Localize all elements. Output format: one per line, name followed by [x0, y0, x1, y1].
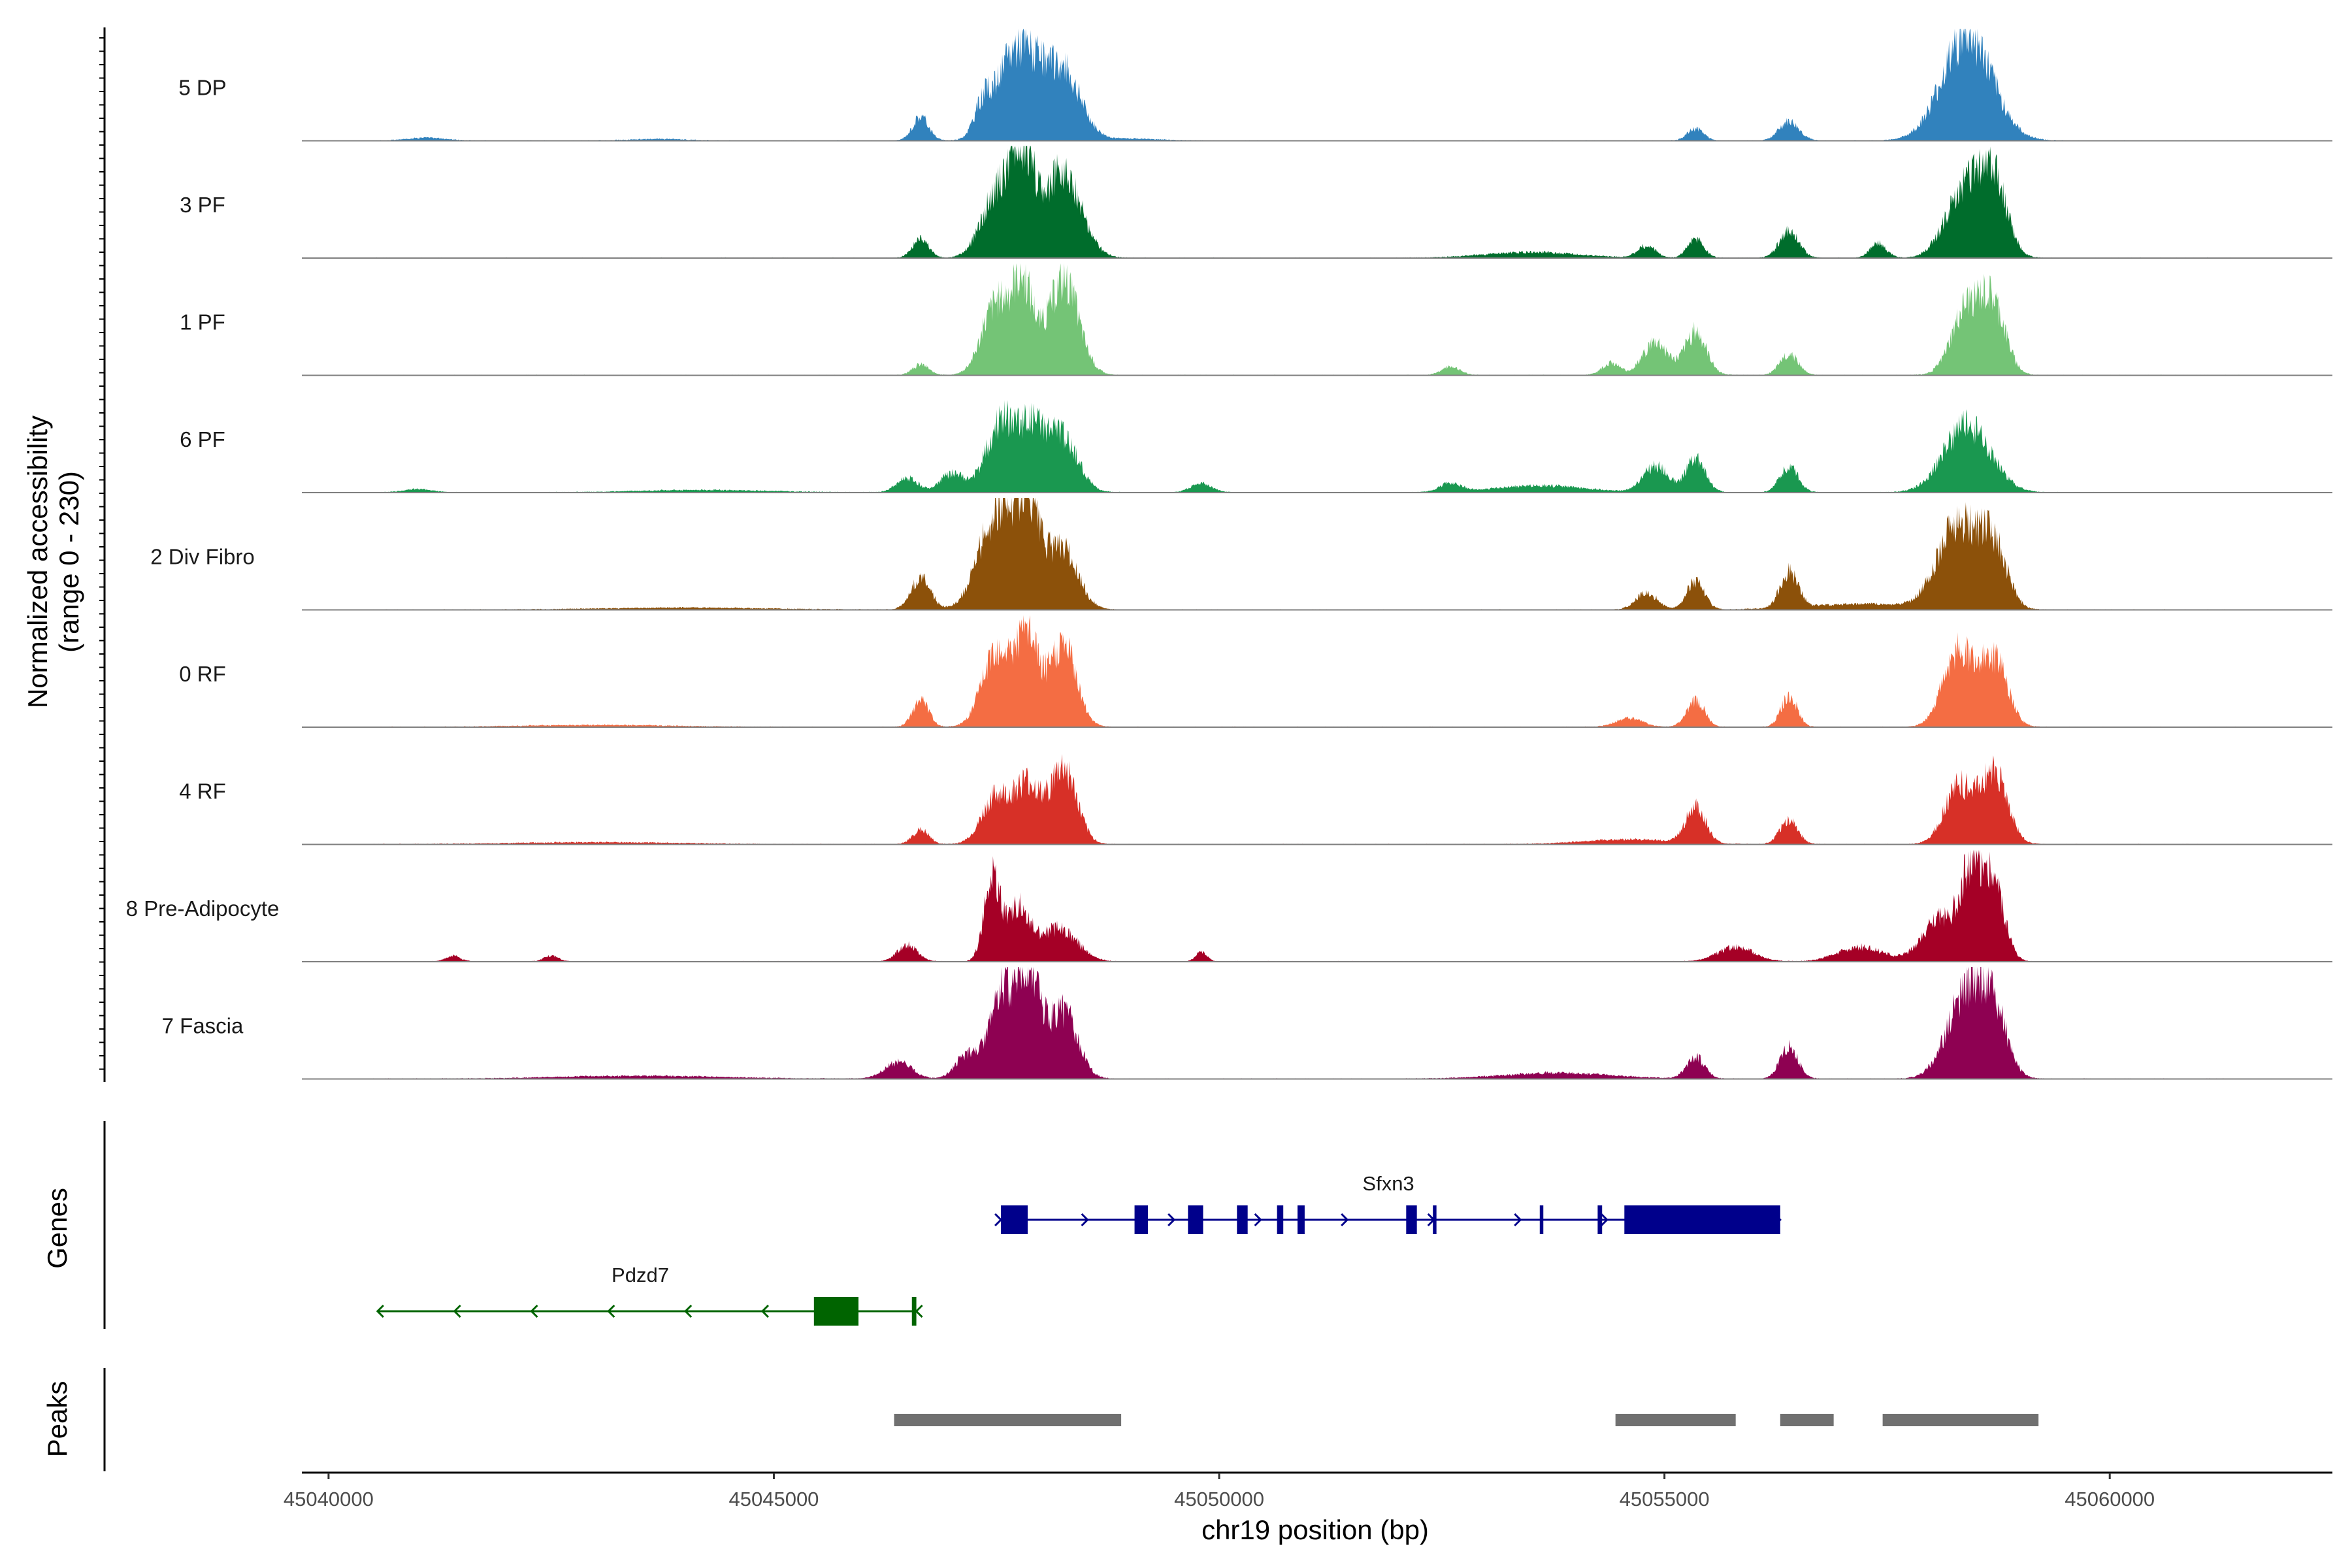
- coverage-area-0-rf: [373, 615, 2244, 727]
- track-5-dp: 5 DP: [178, 29, 2332, 142]
- strand-arrow: [1081, 1213, 1089, 1227]
- track-8-pre-adipocyte: 8 Pre-Adipocyte: [126, 849, 2332, 962]
- strand-arrow: [760, 1304, 770, 1318]
- coverage-area-8-pre-adipocyte: [373, 849, 2244, 962]
- track-6-pf: 6 PF: [180, 400, 2332, 493]
- strand-arrow: [684, 1304, 693, 1318]
- track-label: 6 PF: [180, 427, 225, 451]
- exon: [1277, 1205, 1284, 1234]
- strand-arrow: [915, 1304, 923, 1318]
- x-tick-label: 45060000: [2065, 1488, 2155, 1511]
- track-label: 7 Fascia: [162, 1014, 244, 1038]
- strand-arrow: [1600, 1213, 1609, 1227]
- exon: [1624, 1205, 1780, 1234]
- gene-label: Sfxn3: [1362, 1172, 1414, 1195]
- track-1-pf: 1 PF: [180, 263, 2332, 376]
- track-label: 2 Div Fibro: [150, 545, 255, 569]
- coverage-area-2-div-fibro: [373, 498, 2244, 610]
- gene-sfxn3: Sfxn3: [994, 1172, 1782, 1234]
- peaks-track: [894, 1414, 2039, 1426]
- peak-region: [1615, 1414, 1736, 1426]
- genes-track: Sfxn3 Pdzd7: [376, 1172, 1782, 1326]
- coverage-area-3-pf: [373, 146, 2244, 258]
- peak-region: [1780, 1414, 1834, 1426]
- exon: [1597, 1205, 1603, 1234]
- exon: [1001, 1205, 1028, 1234]
- exon: [1433, 1205, 1437, 1234]
- axes: 45040000 45045000 45050000 45055000 45060000: [99, 27, 2332, 1511]
- track-label: 1 PF: [180, 310, 225, 335]
- coverage-tracks: 5 DP 3 PF 1 PF 6 PF 2 Div Fibro 0 RF 4 RF 8 Pre…: [126, 29, 2332, 1080]
- peaks-panel-title: Peaks: [42, 1381, 73, 1458]
- y-axis-title: Normalized accessibility: [22, 416, 53, 708]
- strand-arrow: [1254, 1213, 1262, 1227]
- track-7-fascia: 7 Fascia: [162, 967, 2332, 1080]
- track-label: 4 RF: [179, 779, 226, 804]
- track-label: 0 RF: [179, 662, 226, 686]
- exon: [1188, 1205, 1203, 1234]
- coverage-area-7-fascia: [373, 967, 2244, 1079]
- track-3-pf: 3 PF: [180, 146, 2332, 259]
- strand-arrow: [376, 1304, 384, 1318]
- exon: [1406, 1205, 1417, 1234]
- exon: [1134, 1205, 1148, 1234]
- strand-arrow: [1514, 1213, 1522, 1227]
- x-tick-label: 45050000: [1174, 1488, 1264, 1511]
- coverage-area-5-dp: [373, 29, 2244, 141]
- strand-arrow: [607, 1304, 615, 1318]
- y-axis-range-title: (range 0 - 230): [54, 471, 84, 653]
- gene-label: Pdzd7: [612, 1264, 669, 1286]
- peak-region: [894, 1414, 1122, 1426]
- coverage-area-1-pf: [373, 263, 2244, 376]
- exon: [1539, 1205, 1544, 1234]
- gene-pdzd7: Pdzd7: [376, 1264, 923, 1326]
- exon: [911, 1297, 917, 1326]
- exon: [813, 1297, 858, 1326]
- strand-arrow: [530, 1304, 538, 1318]
- track-0-rf: 0 RF: [179, 615, 2332, 728]
- coverage-area-6-pf: [373, 400, 2244, 493]
- strand-arrow: [1168, 1213, 1176, 1227]
- strand-arrow: [453, 1304, 461, 1318]
- track-label: 8 Pre-Adipocyte: [126, 896, 280, 921]
- track-2-div-fibro: 2 Div Fibro: [150, 498, 2332, 611]
- strand-arrow: [994, 1213, 1003, 1227]
- track-label: 3 PF: [180, 193, 225, 217]
- x-tick-label: 45045000: [729, 1488, 819, 1511]
- x-axis-title: chr19 position (bp): [1201, 1514, 1429, 1545]
- exon: [1237, 1205, 1248, 1234]
- peak-region: [1882, 1414, 2039, 1426]
- x-tick-label: 45040000: [284, 1488, 374, 1511]
- track-4-rf: 4 RF: [179, 754, 2332, 845]
- exon: [1298, 1205, 1305, 1234]
- strand-arrow: [1341, 1213, 1349, 1227]
- genes-panel-title: Genes: [42, 1188, 73, 1269]
- coverage-area-4-rf: [373, 754, 2244, 845]
- track-label: 5 DP: [178, 76, 226, 100]
- x-tick-label: 45055000: [1620, 1488, 1710, 1511]
